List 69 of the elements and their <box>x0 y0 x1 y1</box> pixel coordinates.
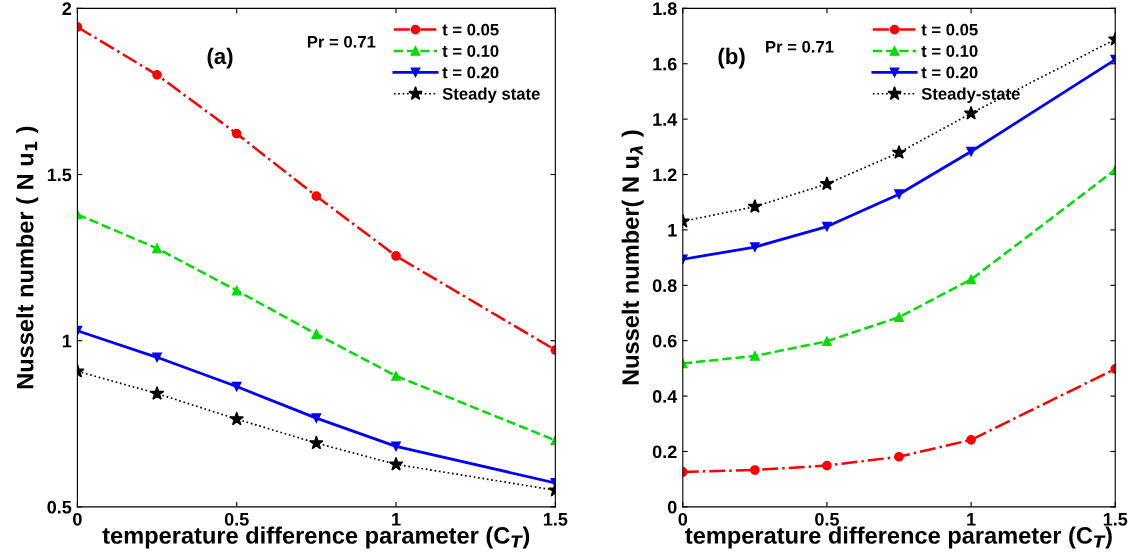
y-tick-label: 0 <box>667 500 677 514</box>
y-axis-title: Nusselt number ( N u$_{1}$ ) <box>16 126 39 389</box>
y-tick-label: 0.6 <box>652 334 677 348</box>
point <box>231 381 242 392</box>
annotation: Pr = 0.71 <box>307 35 376 48</box>
x-tick-label: 1 <box>392 513 401 526</box>
x-tick-label: 0.5 <box>815 512 839 526</box>
point <box>822 460 832 471</box>
legend-label: t = 0.05 <box>921 23 978 36</box>
point <box>750 465 760 475</box>
y-axis-title: Nusselt number( N u$_{λ}$ ) <box>621 130 644 385</box>
annotation: (a) <box>207 47 233 69</box>
point <box>388 456 404 471</box>
x-tick-label: 1.5 <box>1103 513 1128 526</box>
point <box>152 69 162 80</box>
point <box>311 413 322 423</box>
point <box>309 435 324 450</box>
y-tick-label: 1.4 <box>653 113 678 126</box>
point <box>966 434 976 445</box>
point <box>149 385 165 400</box>
x-tick-label: 0 <box>678 512 688 526</box>
point <box>152 352 162 363</box>
point <box>391 441 401 452</box>
y-tick-label: 0.5 <box>47 500 72 514</box>
point <box>894 312 904 323</box>
point <box>963 105 979 120</box>
x-tick-label: 0.5 <box>224 512 249 526</box>
point <box>311 191 322 201</box>
y-tick-label: 2 <box>62 2 72 15</box>
legend-label: t = 0.20 <box>921 66 978 79</box>
point <box>966 274 976 285</box>
y-tick-label: 1.8 <box>653 2 677 16</box>
x-tick-label: 0 <box>73 512 82 526</box>
point <box>229 411 245 426</box>
point <box>231 285 242 296</box>
legend-label: t = 0.05 <box>442 23 499 36</box>
x-tick-label: 1 <box>967 513 976 526</box>
point <box>391 251 401 261</box>
point <box>819 176 835 191</box>
y-tick-label: 1.2 <box>653 168 677 182</box>
point <box>822 221 832 232</box>
x-axis-title: temperature difference parameter (C$_{T}$) <box>685 526 1112 549</box>
point <box>750 351 760 361</box>
y-tick-label: 1 <box>62 334 72 348</box>
point <box>894 189 904 200</box>
annotation: Pr = 0.71 <box>766 40 834 53</box>
legend-label: Steady state <box>442 87 540 103</box>
legend-label: t = 0.10 <box>442 45 499 57</box>
point <box>231 128 242 139</box>
y-tick-label: 1.5 <box>47 168 72 182</box>
annotation: (b) <box>718 47 745 69</box>
point <box>750 242 760 252</box>
point <box>311 329 322 339</box>
point <box>966 146 976 157</box>
point <box>152 243 162 254</box>
x-axis-title: temperature difference parameter (C$_{T}$) <box>102 526 530 549</box>
y-tick-label: 1.6 <box>653 57 677 71</box>
point <box>822 336 832 347</box>
legend-label: t = 0.20 <box>442 66 499 79</box>
x-tick-label: 1.5 <box>543 513 568 526</box>
y-tick-label: 0.4 <box>652 390 678 403</box>
legend-label: t = 0.10 <box>921 45 978 57</box>
point <box>391 371 401 381</box>
point <box>747 199 763 213</box>
y-tick-label: 1 <box>668 224 677 237</box>
point <box>891 145 907 159</box>
y-tick-label: 0.2 <box>652 445 677 459</box>
y-tick-label: 0.8 <box>652 279 677 293</box>
point <box>894 451 904 462</box>
